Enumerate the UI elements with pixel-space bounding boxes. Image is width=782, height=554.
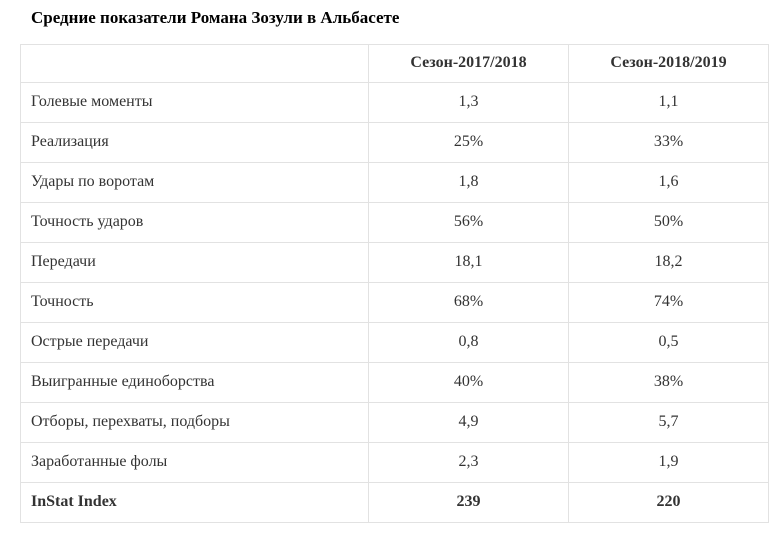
row-label-cell: Голевые моменты [20,81,369,123]
header-season-2017-2018: Сезон-2017/2018 [368,43,569,83]
table-row: Выигранные единоборства 40% 38% [20,361,769,403]
season2-value-cell: 1,9 [568,441,769,483]
row-label-cell: Заработанные фолы [20,441,369,483]
row-label-cell: Реализация [20,121,369,163]
row-label-cell: Отборы, перехваты, подборы [20,401,369,443]
season2-value-cell: 74% [568,281,769,323]
player-stats-table: Сезон-2017/2018 Сезон-2018/2019 Голевые … [20,43,769,523]
season1-value-cell: 18,1 [368,241,569,283]
season2-value-cell: 0,5 [568,321,769,363]
season2-value-cell: 38% [568,361,769,403]
season1-value-cell: 239 [368,481,569,523]
season1-value-cell: 40% [368,361,569,403]
table-row: Передачи 18,1 18,2 [20,241,769,283]
season2-value-cell: 5,7 [568,401,769,443]
season1-value-cell: 68% [368,281,569,323]
season1-value-cell: 1,8 [368,161,569,203]
season2-value-cell: 1,1 [568,81,769,123]
table-row: Заработанные фолы 2,3 1,9 [20,441,769,483]
season1-value-cell: 0,8 [368,321,569,363]
row-label-cell: InStat Index [20,481,369,523]
table-row: Точность 68% 74% [20,281,769,323]
season1-value-cell: 4,9 [368,401,569,443]
row-label-cell: Острые передачи [20,321,369,363]
season1-value-cell: 2,3 [368,441,569,483]
table-row: Реализация 25% 33% [20,121,769,163]
row-label-cell: Удары по воротам [20,161,369,203]
table-head: Сезон-2017/2018 Сезон-2018/2019 [20,43,769,83]
header-season-2018-2019: Сезон-2018/2019 [568,43,769,83]
season2-value-cell: 220 [568,481,769,523]
row-label-cell: Передачи [20,241,369,283]
season1-value-cell: 56% [368,201,569,243]
table-row: Удары по воротам 1,8 1,6 [20,161,769,203]
table-row: Отборы, перехваты, подборы 4,9 5,7 [20,401,769,443]
row-label-cell: Точность [20,281,369,323]
table-body: Голевые моменты 1,3 1,1 Реализация 25% 33% Уда… [20,81,769,523]
table-row: Точность ударов 56% 50% [20,201,769,243]
row-label-cell: Точность ударов [20,201,369,243]
season2-value-cell: 18,2 [568,241,769,283]
season1-value-cell: 1,3 [368,81,569,123]
season1-value-cell: 25% [368,121,569,163]
header-empty-cell [20,43,369,83]
table-row: Голевые моменты 1,3 1,1 [20,81,769,123]
row-label-cell: Выигранные единоборства [20,361,369,403]
table-row: Острые передачи 0,8 0,5 [20,321,769,363]
season2-value-cell: 50% [568,201,769,243]
header-row: Сезон-2017/2018 Сезон-2018/2019 [20,43,769,83]
page-title: Средние показатели Романа Зозули в Альба… [31,8,400,27]
season2-value-cell: 1,6 [568,161,769,203]
season2-value-cell: 33% [568,121,769,163]
table-row: InStat Index 239 220 [20,481,769,523]
